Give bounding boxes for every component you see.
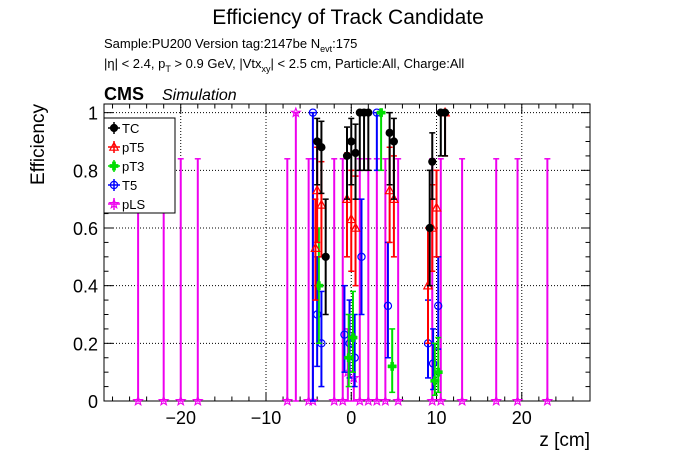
legend-marker xyxy=(109,123,119,133)
legend: TC pT5 pT3 T5 pLS xyxy=(103,117,176,214)
legend-entry-tc: TC xyxy=(108,121,139,136)
data-point-pt5 xyxy=(310,242,321,252)
series-tc xyxy=(313,108,450,316)
simulation-label: Simulation xyxy=(162,87,237,104)
data-point-pls xyxy=(456,394,469,407)
data-point-pt3 xyxy=(344,353,354,363)
data-point-tc xyxy=(342,151,352,161)
legend-label: T5 xyxy=(122,178,137,193)
data-point-pt3 xyxy=(387,361,397,371)
nevt-value: :175 xyxy=(332,36,357,51)
legend-entry-pls: pLS xyxy=(108,197,145,212)
legend-entry-pt3: pT3 xyxy=(108,159,144,174)
series-t5 xyxy=(308,108,443,402)
data-point-tc xyxy=(347,137,356,146)
data-point-pt5 xyxy=(431,202,442,212)
sample-info-text: Sample:PU200 Version tag:2147be N xyxy=(104,36,320,51)
data-point-pt3 xyxy=(433,367,443,377)
x-tick-label: 10 xyxy=(427,408,447,428)
data-point-t5 xyxy=(308,108,318,117)
data-point-pls xyxy=(392,394,405,407)
y-tick-label: 0.8 xyxy=(73,161,98,181)
selection-cuts: |η| < 2.4, pT > 0.9 GeV, |Vtxxy| < 2.5 c… xyxy=(104,56,464,74)
cuts-part-3: | < 2.5 cm, Particle:All, Charge:All xyxy=(271,56,465,71)
legend-label: pT5 xyxy=(122,140,144,155)
x-tick-label: 0 xyxy=(346,408,356,428)
data-point-pls xyxy=(157,394,170,407)
nevt-subscript: evt xyxy=(320,44,333,54)
legend-entry-pt5: pT5 xyxy=(108,140,144,155)
data-point-pls xyxy=(289,106,302,118)
data-point-t5 xyxy=(428,359,438,368)
data-point-t5 xyxy=(434,301,443,311)
data-point-tc xyxy=(385,128,394,137)
data-point-tc xyxy=(317,143,326,152)
data-point-t5 xyxy=(357,252,366,262)
x-tick-label: 20 xyxy=(512,408,532,428)
data-point-t5 xyxy=(383,301,393,311)
cuts-part-2: > 0.9 GeV, |Vtx xyxy=(171,56,262,71)
data-point-pls xyxy=(434,394,447,407)
data-point-pt5 xyxy=(311,184,323,195)
data-point-tc xyxy=(351,148,360,158)
data-point-pt5 xyxy=(346,213,357,224)
data-point-pt3 xyxy=(376,108,386,118)
data-point-pt3 xyxy=(348,333,358,343)
legend-marker xyxy=(108,197,120,210)
cuts-sub-t: T xyxy=(165,64,171,74)
data-point-pls xyxy=(511,394,524,407)
x-axis-label: z [cm] xyxy=(539,430,590,451)
data-point-pls xyxy=(336,394,349,407)
legend-entry-t5: T5 xyxy=(108,178,137,193)
series-pls xyxy=(132,106,554,407)
legend-label: pLS xyxy=(122,197,145,212)
data-point-pt5 xyxy=(316,199,327,209)
cuts-sub-xy: xy xyxy=(262,64,272,74)
cuts-part-1: |η| < 2.4, p xyxy=(104,56,165,71)
data-point-pls xyxy=(379,394,392,407)
data-point-pls xyxy=(306,394,319,407)
x-tick-label: −20 xyxy=(165,408,196,428)
data-point-pls xyxy=(490,394,503,407)
y-tick-label: 0.6 xyxy=(73,219,98,239)
data-point-pls xyxy=(191,394,204,407)
sample-info: Sample:PU200 Version tag:2147be Nevt:175 xyxy=(104,36,357,54)
series-pt3 xyxy=(314,108,443,396)
legend-label: TC xyxy=(122,121,139,136)
data-point-tc xyxy=(440,108,450,117)
chart-title: Efficiency of Track Candidate xyxy=(212,6,484,29)
data-point-tc xyxy=(321,252,330,261)
legend-marker xyxy=(108,141,120,151)
data-point-tc xyxy=(428,157,437,166)
data-series xyxy=(132,106,554,407)
data-point-pt5 xyxy=(350,222,361,232)
y-axis-label: Efficiency xyxy=(28,104,49,185)
data-point-pt3 xyxy=(430,376,440,386)
legend-marker xyxy=(109,161,119,171)
axes: −20 −10 0 10 20 0 0.2 0.4 0.6 0.8 1 xyxy=(73,103,591,428)
y-tick-label: 0.4 xyxy=(73,277,98,297)
data-point-tc xyxy=(389,137,398,146)
data-point-pls xyxy=(281,394,294,407)
legend-marker xyxy=(109,180,119,190)
x-tick-label: −10 xyxy=(251,408,282,428)
data-point-tc xyxy=(364,108,373,117)
y-tick-label: 0.2 xyxy=(73,334,98,354)
legend-label: pT3 xyxy=(122,159,144,174)
data-point-pt5 xyxy=(384,184,395,195)
data-point-pls xyxy=(174,394,187,407)
data-point-pls xyxy=(132,394,145,407)
data-point-tc xyxy=(425,223,434,233)
y-tick-label: 1 xyxy=(88,104,98,124)
cms-label: CMS xyxy=(104,84,144,104)
y-tick-label: 0 xyxy=(88,392,98,412)
data-point-pls xyxy=(541,394,554,407)
